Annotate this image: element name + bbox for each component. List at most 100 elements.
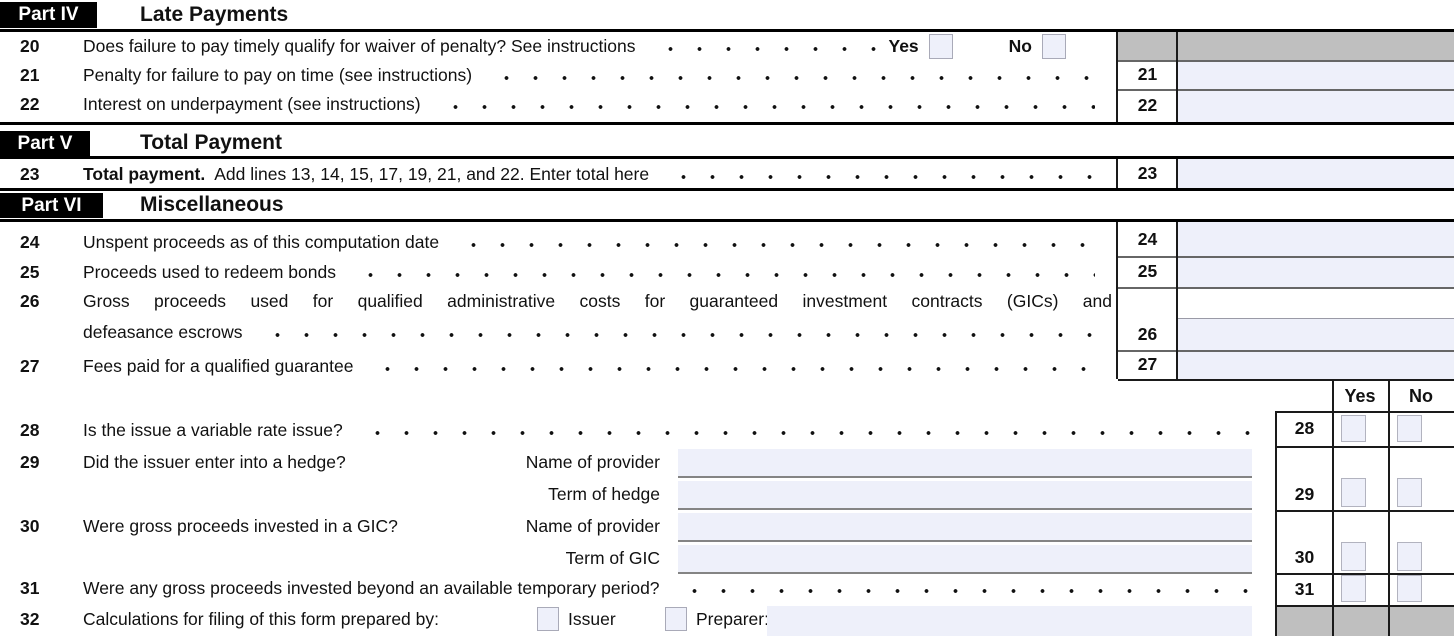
line-26-row: 26 Gross proceeds used for qualified adm… <box>20 287 1112 315</box>
line-20-yes-checkbox[interactable] <box>928 33 953 59</box>
grid-border <box>1388 381 1390 636</box>
line-30-no-checkbox[interactable] <box>1397 542 1422 571</box>
line-32-preparer-label: Preparer: <box>696 609 769 629</box>
grid-border <box>1275 411 1454 413</box>
table-border <box>1176 159 1178 188</box>
line-29-numbox: 29 <box>1277 478 1332 510</box>
line-29-text: Did the issuer enter into a hedge? <box>83 451 346 472</box>
line-20-numbox-shaded <box>1118 32 1177 60</box>
line-31-no-checkbox[interactable] <box>1397 575 1422 602</box>
line-27-amount-field[interactable] <box>1177 350 1454 379</box>
dot-leader <box>256 318 1095 346</box>
line-21-text: Penalty for failure to pay on time (see … <box>83 64 473 85</box>
line-25-number: 25 <box>20 261 40 282</box>
part-v-bottom-rule <box>0 188 1454 191</box>
table-bottom-border <box>1118 379 1454 381</box>
dot-leader <box>356 416 1258 444</box>
line-28-number: 28 <box>20 419 40 440</box>
line-30-text: Were gross proceeds invested in a GIC? <box>83 515 398 536</box>
line-27-numbox: 27 <box>1118 350 1177 379</box>
line-21-numbox: 21 <box>1118 60 1177 89</box>
line-32-preparer-checkbox[interactable] <box>665 607 687 631</box>
line-22-number: 22 <box>20 93 40 114</box>
line-32-shaded-cells <box>1275 606 1454 636</box>
line-30-numbox: 30 <box>1277 541 1332 573</box>
line-32-issuer-checkbox[interactable] <box>537 607 559 631</box>
line-21-amount-field[interactable] <box>1177 60 1454 89</box>
table-border <box>1176 222 1178 379</box>
line-24-amount-field[interactable] <box>1177 222 1454 256</box>
line-29-provider-field[interactable] <box>678 449 1252 478</box>
line-26-amount-field[interactable] <box>1177 318 1454 350</box>
yes-column-header: Yes <box>1332 381 1388 411</box>
grid-border <box>1275 446 1454 448</box>
grid-border <box>1275 411 1277 636</box>
part-vi-title: Miscellaneous <box>140 193 284 216</box>
part-iv-bottom-rule <box>0 122 1454 125</box>
line-25-row: 25 Proceeds used to redeem bonds <box>20 258 1095 286</box>
line-32-preparer-field[interactable] <box>767 606 1252 636</box>
line-31-yes-checkbox[interactable] <box>1341 575 1366 602</box>
table-border <box>1176 32 1178 122</box>
line-26-text-line1: Gross proceeds used for qualified admini… <box>83 290 1112 311</box>
part-v-title: Total Payment <box>140 131 282 154</box>
line-23-text: Add lines 13, 14, 15, 17, 19, 21, and 22… <box>214 163 650 184</box>
row-divider <box>1118 256 1454 258</box>
line-28-yes-checkbox[interactable] <box>1341 415 1366 442</box>
line-29-term-label: Term of hedge <box>548 484 660 504</box>
line-27-text: Fees paid for a qualified guarantee <box>83 355 354 376</box>
line-29-row: 29 Did the issuer enter into a hedge? <box>20 448 520 476</box>
line-30-term-field[interactable] <box>678 545 1252 574</box>
part-v-badge: Part V <box>0 131 90 156</box>
line-32-text: Calculations for filing of this form pre… <box>83 608 439 629</box>
line-20-number: 20 <box>20 35 40 56</box>
line-23-numbox: 23 <box>1118 159 1177 188</box>
line-22-row: 22 Interest on underpayment (see instruc… <box>20 90 1095 118</box>
line-29-term-field[interactable] <box>678 481 1252 510</box>
line-20-yes-label: Yes <box>888 35 919 56</box>
line-26-row2: defeasance escrows <box>20 318 1095 346</box>
line-27-number: 27 <box>20 355 40 376</box>
dot-leader <box>486 61 1095 89</box>
line-29-provider-label: Name of provider <box>525 452 660 472</box>
line-26-numbox: 26 <box>1118 287 1177 350</box>
row-divider <box>1118 60 1454 62</box>
line-30-number: 30 <box>20 515 40 536</box>
line-31-numbox: 31 <box>1277 573 1332 605</box>
grid-border <box>1275 605 1454 607</box>
row-divider <box>1118 89 1454 91</box>
line-23-amount-field[interactable] <box>1177 159 1454 188</box>
dot-leader <box>367 352 1095 380</box>
line-24-number: 24 <box>20 231 40 252</box>
line-21-number: 21 <box>20 64 40 85</box>
line-29-number: 29 <box>20 451 40 472</box>
part-vi-rule <box>0 219 1454 222</box>
line-24-text: Unspent proceeds as of this computation … <box>83 231 440 252</box>
line-26-number: 26 <box>20 290 40 311</box>
line-26-text-line2: defeasance escrows <box>83 321 243 342</box>
dot-leader <box>434 90 1095 118</box>
line-31-row: 31 Were any gross proceeds invested beyo… <box>20 574 1258 602</box>
line-25-numbox: 25 <box>1118 256 1177 287</box>
line-30-yes-checkbox[interactable] <box>1341 542 1366 571</box>
line-29-no-checkbox[interactable] <box>1397 478 1422 507</box>
line-24-numbox: 24 <box>1118 222 1177 256</box>
line-30-row: 30 Were gross proceeds invested in a GIC… <box>20 512 520 540</box>
table-border <box>1116 222 1118 379</box>
line-32-row: 32 Calculations for filing of this form … <box>20 605 520 633</box>
line-20-no-checkbox[interactable] <box>1042 33 1066 59</box>
line-31-text: Were any gross proceeds invested beyond … <box>83 577 660 598</box>
line-25-amount-field[interactable] <box>1177 256 1454 287</box>
line-22-amount-field[interactable] <box>1177 89 1454 122</box>
line-20-text: Does failure to pay timely qualify for w… <box>83 35 636 56</box>
line-21-row: 21 Penalty for failure to pay on time (s… <box>20 61 1095 89</box>
line-24-row: 24 Unspent proceeds as of this computati… <box>20 228 1095 256</box>
line-31-number: 31 <box>20 577 40 598</box>
line-30-provider-field[interactable] <box>678 513 1252 542</box>
line-20-no-label: No <box>1008 35 1032 56</box>
table-border <box>1116 159 1118 188</box>
line-29-yes-checkbox[interactable] <box>1341 478 1366 507</box>
line-23-text-bold: Total payment. <box>83 163 206 184</box>
line-30-provider-label: Name of provider <box>525 516 660 536</box>
line-28-no-checkbox[interactable] <box>1397 415 1422 442</box>
